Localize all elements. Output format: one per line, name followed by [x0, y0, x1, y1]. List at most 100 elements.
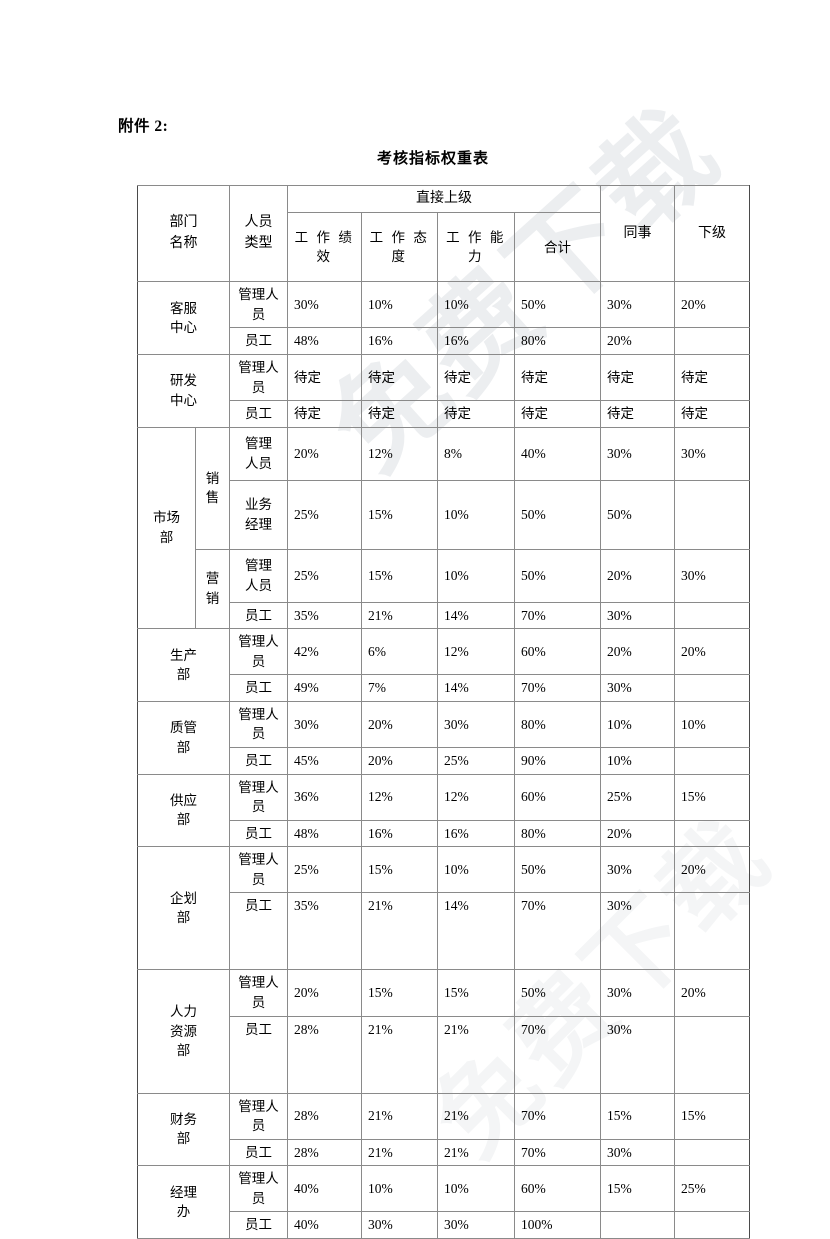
header-sub-ability: 工 作 能 力: [437, 212, 515, 283]
person-type: 管理人员: [229, 353, 288, 402]
person-type: 员工: [229, 892, 288, 971]
value-subordinate: 30%: [674, 548, 750, 603]
table-row: 企划 部 管理人员 25% 15% 10% 50% 30% 20%: [137, 846, 750, 971]
page-title: 考核指标权重表: [376, 151, 489, 167]
value-ability: 待定: [437, 353, 515, 402]
header-sub-performance: 工 作 绩 效: [287, 212, 362, 283]
dept-line2: 资源: [170, 1023, 197, 1039]
value-performance: 待定: [287, 353, 362, 402]
subgroup-line2: 售: [205, 490, 220, 506]
value-attitude: 16%: [361, 327, 438, 355]
value-peer: 30%: [600, 969, 675, 1017]
value-total: 90%: [514, 747, 601, 775]
value-performance: 28%: [287, 1138, 362, 1167]
value-performance: 25%: [287, 846, 362, 894]
value-peer: [600, 1211, 675, 1239]
value-attitude: 6%: [361, 628, 438, 676]
subgroup-line1: 营: [205, 571, 220, 587]
dept-line1: 企划: [170, 890, 197, 906]
value-subordinate: [674, 601, 750, 630]
table-row: 员工 49% 7% 14% 70% 30%: [138, 674, 750, 702]
table-row: 业务 经理 25% 15% 10% 50% 50%: [138, 479, 750, 550]
value-peer: 20%: [600, 819, 675, 848]
table-row: 员工 45% 20% 25% 90% 10%: [138, 747, 750, 775]
value-attitude: 21%: [361, 892, 438, 971]
value-attitude: 7%: [361, 674, 438, 702]
dept-line2: 中心: [170, 320, 197, 336]
value-performance: 48%: [287, 819, 362, 848]
value-peer: 20%: [600, 548, 675, 603]
person-type-line2: 人员: [245, 577, 272, 593]
value-subordinate: 待定: [674, 353, 750, 402]
person-type: 管理人员: [229, 773, 288, 821]
person-type: 员工: [229, 601, 288, 630]
table-row: 生产 部 管理人员 42% 6% 12% 60% 20% 20%: [137, 628, 750, 702]
value-performance: 40%: [287, 1165, 362, 1213]
table-row: 客服 中心 管理人员 30% 10% 10% 50% 30% 20%: [137, 281, 750, 355]
person-type: 管理人员: [229, 1165, 288, 1213]
header-sub-attitude: 工 作 态 度: [361, 212, 438, 283]
dept-line2: 部: [176, 739, 191, 755]
value-total: 待定: [514, 353, 601, 402]
dept-name-cell: 市场 部: [137, 426, 196, 630]
table-row: 经理 办 管理人员 40% 10% 10% 60% 15% 25%: [137, 1165, 750, 1239]
dept-name-cell: 生产 部: [137, 628, 230, 702]
subgroup-marketing: 营 销: [195, 548, 230, 630]
dept-line1: 经理: [170, 1184, 197, 1200]
dept-line1: 市场: [153, 510, 180, 526]
value-ability: 16%: [437, 819, 515, 848]
header-type-line1: 人员: [244, 215, 273, 231]
value-performance: 48%: [287, 327, 362, 355]
value-peer: 10%: [600, 747, 675, 775]
value-peer: 10%: [600, 700, 675, 749]
value-attitude: 10%: [361, 1165, 438, 1213]
value-subordinate: 20%: [674, 846, 750, 894]
value-performance: 28%: [287, 1015, 362, 1094]
value-ability: 10%: [437, 548, 515, 603]
value-peer: 待定: [600, 400, 675, 428]
person-type: 员工: [229, 819, 288, 848]
value-subordinate: 15%: [674, 773, 750, 821]
value-subordinate: 15%: [674, 1092, 750, 1140]
value-peer: 15%: [600, 1092, 675, 1140]
value-total: 70%: [514, 892, 601, 971]
dept-line1: 研发: [170, 373, 197, 389]
value-total: 70%: [514, 1015, 601, 1094]
table-row: 员工 35% 21% 14% 70% 30%: [138, 601, 750, 630]
person-type: 管理人员: [229, 628, 288, 676]
dept-name-cell: 研发 中心: [137, 353, 230, 428]
table-header-row-1: 部门 名称 人员 类型 直接上级 同事 下级: [137, 184, 750, 283]
value-peer: 30%: [600, 892, 675, 971]
value-subordinate: 10%: [674, 700, 750, 749]
value-attitude: 16%: [361, 819, 438, 848]
value-attitude: 待定: [361, 400, 438, 428]
value-performance: 待定: [287, 400, 362, 428]
value-performance: 45%: [287, 747, 362, 775]
table-header-row-2: 工 作 绩 效 工 作 态 度 工 作 能 力 合计: [138, 212, 750, 283]
person-type-line2: 人员: [245, 455, 272, 471]
table-row: 财务 部 管理人员 28% 21% 21% 70% 15% 15%: [137, 1092, 750, 1167]
value-ability: 12%: [437, 773, 515, 821]
value-performance: 49%: [287, 674, 362, 702]
dept-line2: 部: [159, 529, 174, 545]
person-type-line2: 经理: [245, 516, 272, 532]
value-total: 50%: [514, 479, 601, 550]
value-peer: 30%: [600, 674, 675, 702]
person-type: 员工: [229, 400, 288, 428]
value-performance: 35%: [287, 892, 362, 971]
person-type: 管理 人员: [229, 426, 288, 481]
person-type: 业务 经理: [229, 479, 288, 550]
assessment-weight-table: 部门 名称 人员 类型 直接上级 同事 下级 工 作 绩 效 工 作 态 度 工…: [137, 184, 750, 1239]
table-row: 质管 部 管理人员 30% 20% 30% 80% 10% 10%: [137, 700, 750, 775]
value-ability: 10%: [437, 479, 515, 550]
value-subordinate: [674, 892, 750, 971]
value-subordinate: 20%: [674, 281, 750, 329]
table-row: 研发 中心 管理人员 待定 待定 待定 待定 待定 待定: [137, 353, 750, 428]
dept-name-cell: 财务 部: [137, 1092, 230, 1167]
value-performance: 28%: [287, 1092, 362, 1140]
value-attitude: 10%: [361, 281, 438, 329]
value-total: 100%: [514, 1211, 601, 1239]
value-subordinate: 20%: [674, 969, 750, 1017]
value-peer: 20%: [600, 628, 675, 676]
value-attitude: 20%: [361, 747, 438, 775]
